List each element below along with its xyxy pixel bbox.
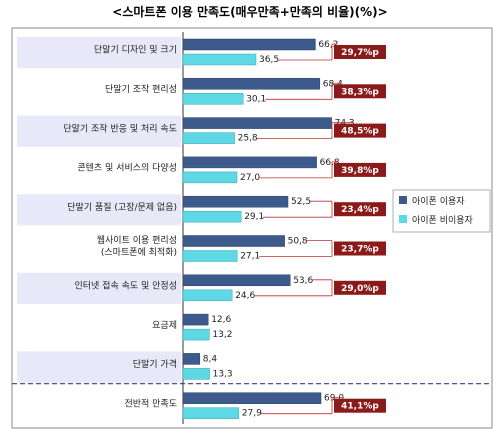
value-label-iphone-nonuser: 24,6 xyxy=(235,291,255,301)
value-label-iphone-user: 50,8 xyxy=(288,237,308,247)
diff-label: 23,7%p xyxy=(341,245,379,255)
value-label-iphone-user: 52,5 xyxy=(291,197,311,207)
chart-title: <스마트폰 이용 만족도(매우만족+만족의 비율)(%)> xyxy=(112,4,387,19)
diff-label: 23,4%p xyxy=(341,205,379,215)
bar-iphone-user xyxy=(182,313,209,326)
category-band xyxy=(17,351,181,383)
bar-iphone-nonuser xyxy=(182,407,240,419)
value-label-iphone-user: 12,6 xyxy=(211,315,231,325)
plot-frame xyxy=(11,27,493,429)
bar-iphone-nonuser xyxy=(182,93,244,105)
category-band xyxy=(17,115,181,147)
diff-badge xyxy=(334,162,386,177)
diff-label: 48,5%p xyxy=(341,127,379,137)
bar-iphone-nonuser xyxy=(182,368,210,380)
diff-badge xyxy=(334,398,386,413)
diff-badge xyxy=(334,280,386,295)
diff-badge xyxy=(334,84,386,99)
value-label-iphone-nonuser: 36,5 xyxy=(259,55,279,65)
value-label-iphone-user: 66,2 xyxy=(318,40,338,50)
legend-label-iphone-nonuser: 아이폰 비이용자 xyxy=(412,215,474,226)
value-label-iphone-nonuser: 29,1 xyxy=(244,212,264,222)
bar-iphone-nonuser xyxy=(182,171,238,184)
bar-iphone-nonuser xyxy=(182,132,235,144)
value-label-iphone-user: 68,4 xyxy=(323,79,343,89)
category-label: 단말기 품질 (고장/문제 없음) xyxy=(67,201,177,213)
category-label: 단말기 조작 반응 및 처리 속도 xyxy=(63,122,177,134)
legend-label-iphone-user: 아이폰 이용자 xyxy=(412,196,465,207)
category-label: 단말기 디자인 및 크기 xyxy=(94,44,177,56)
diff-label: 38,3%p xyxy=(341,87,379,97)
bar-iphone-user xyxy=(182,235,285,247)
diff-badge xyxy=(334,45,386,59)
value-label-iphone-nonuser: 27,9 xyxy=(242,409,262,419)
value-label-iphone-nonuser: 30,1 xyxy=(246,94,266,104)
legend-box xyxy=(392,189,491,233)
value-label-iphone-user: 53,6 xyxy=(293,276,313,286)
diff-badge xyxy=(334,202,386,217)
diff-badge xyxy=(334,241,386,256)
bar-iphone-nonuser xyxy=(182,328,210,341)
category-label: 인터넷 접속 속도 및 안정성 xyxy=(74,279,177,291)
diff-label: 39,8%p xyxy=(341,166,379,176)
category-label: 단말기 조작 편리성 xyxy=(105,83,177,95)
value-label-iphone-nonuser: 25,8 xyxy=(238,134,258,144)
diff-label: 29,7%p xyxy=(341,48,379,58)
diff-label: 41,1%p xyxy=(341,402,379,412)
value-label-iphone-nonuser: 27,0 xyxy=(240,173,260,183)
bar-iphone-user xyxy=(182,274,291,287)
bar-iphone-user xyxy=(182,117,332,129)
value-label-iphone-nonuser: 27,1 xyxy=(240,252,260,262)
category-band xyxy=(17,272,181,305)
bar-iphone-user xyxy=(182,38,316,51)
value-label-iphone-user: 66,8 xyxy=(320,158,340,168)
bar-iphone-nonuser xyxy=(182,289,233,302)
category-band xyxy=(17,194,181,226)
legend-swatch-iphone-nonuser xyxy=(399,215,407,223)
bar-iphone-user xyxy=(182,195,289,208)
bar-iphone-nonuser xyxy=(182,210,242,223)
category-label: 요금제 xyxy=(152,320,177,331)
diff-label: 29,0%p xyxy=(341,284,379,294)
bar-iphone-nonuser xyxy=(182,250,238,262)
bar-iphone-user xyxy=(182,156,317,169)
category-label: 웹사이트 이용 편리성 xyxy=(97,234,177,246)
bar-iphone-user xyxy=(182,392,322,404)
value-label-iphone-user: 8,4 xyxy=(203,354,218,364)
diff-badge xyxy=(334,123,386,138)
value-label-iphone-nonuser: 13,2 xyxy=(212,330,232,340)
category-label: 단말기 가격 xyxy=(133,358,177,370)
category-band xyxy=(17,37,181,69)
bar-iphone-nonuser xyxy=(182,53,257,66)
value-label-iphone-nonuser: 13,3 xyxy=(213,369,233,379)
bar-iphone-user xyxy=(182,78,321,90)
category-label: 전반적 만족도 xyxy=(124,397,177,409)
category-label: (스마트폰에 최적화) xyxy=(101,246,177,258)
bar-iphone-user xyxy=(182,353,201,365)
legend-swatch-iphone-user xyxy=(399,196,407,204)
category-label: 콘텐츠 및 서비스의 다양성 xyxy=(77,162,177,174)
